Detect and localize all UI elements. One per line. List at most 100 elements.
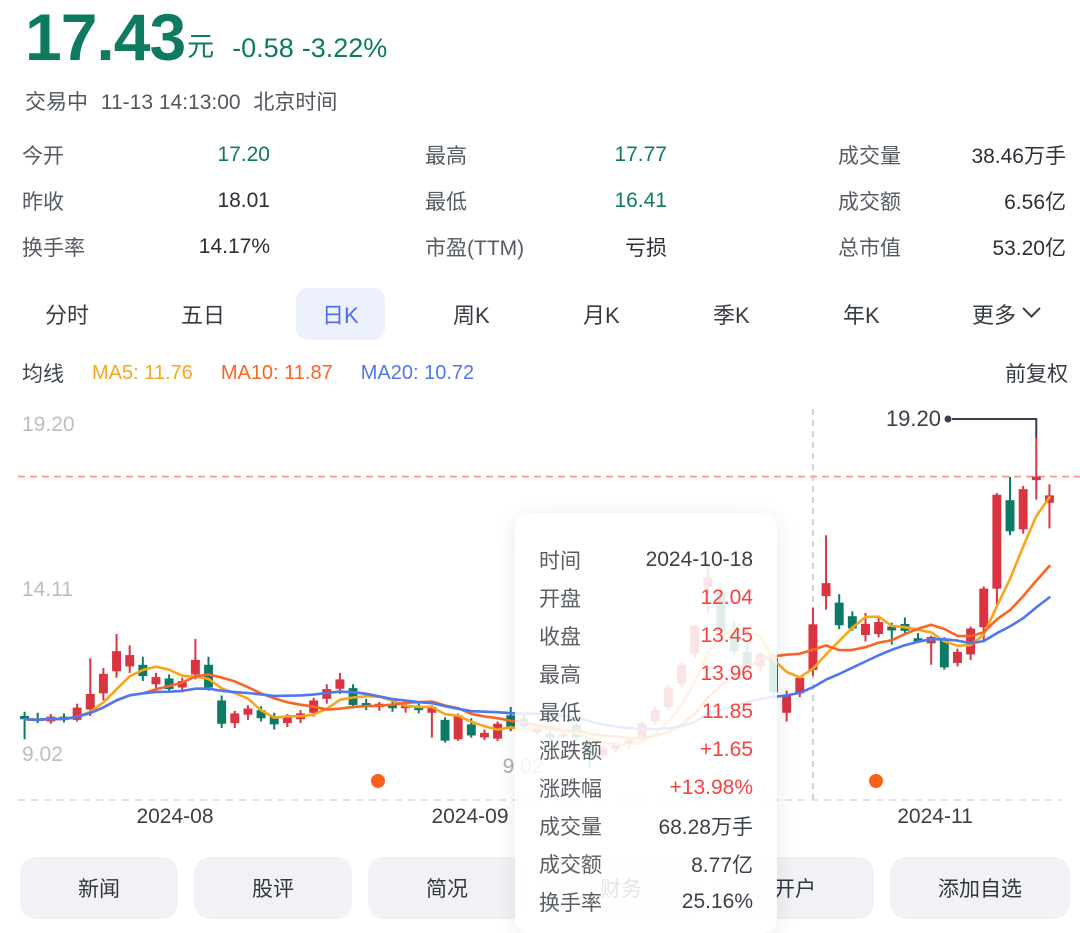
tab-更多[interactable]: 更多 (972, 288, 1041, 340)
tooltip-label: 换手率 (539, 892, 602, 915)
candle-body (230, 713, 240, 724)
bottom-tab-label: 添加自选 (938, 878, 1022, 901)
candle-body (335, 679, 345, 689)
stat-row: 最高 17.77 (425, 132, 667, 178)
stat-row: 成交额 6.56亿 (838, 178, 1066, 224)
x-axis-label: 2024-08 (136, 805, 213, 828)
candle-body (217, 700, 227, 724)
stat-value: 6.56亿 (1004, 191, 1066, 214)
candle-body (85, 693, 95, 710)
x-axis-label: 2024-11 (897, 805, 973, 828)
candle-body (821, 583, 831, 597)
tooltip-row: 换手率 25.16% (539, 883, 753, 921)
bottom-tab-label: 简况 (426, 878, 468, 901)
timezone-label: 北京时间 (253, 91, 338, 114)
tooltip-row: 成交额 8.77亿 (539, 845, 753, 883)
tab-五日[interactable]: 五日 (181, 288, 225, 340)
tooltip-value: +1.65 (699, 738, 753, 761)
bottom-tab-股评[interactable]: 股评 (194, 857, 352, 919)
stats-column: 成交量 38.46万手 成交额 6.56亿 总市值 53.20亿 (838, 132, 1066, 270)
market-status: 交易中 (25, 91, 88, 114)
ma-legend-row: 均线 MA5: 11.76 MA10: 11.87 MA20: 10.72 前复权 (0, 356, 1080, 390)
tab-label: 分时 (45, 303, 90, 328)
quote-datetime: 11-13 14:13:00 (100, 91, 241, 114)
candle-body (125, 655, 135, 667)
adjust-mode-button[interactable]: 前复权 (1005, 363, 1068, 386)
stat-row: 总市值 53.20亿 (838, 224, 1066, 270)
tooltip-row: 涨跌幅 +13.98% (539, 769, 753, 807)
candle-body (164, 678, 174, 690)
candle-body (479, 732, 489, 738)
tooltip-row: 收盘 13.45 (539, 617, 753, 655)
y-axis-label: 14.11 (22, 578, 73, 601)
high-price-label: 19.20 (886, 406, 941, 431)
candle-body (952, 651, 962, 663)
candle-body (874, 622, 884, 635)
price-change: -0.58 (232, 33, 294, 63)
candle-body (453, 715, 463, 740)
stat-label: 换手率 (22, 237, 85, 260)
event-dot (869, 774, 883, 788)
tooltip-label: 收盘 (539, 626, 581, 649)
candle-body (440, 719, 450, 741)
stat-value: 亏损 (625, 237, 667, 260)
candle-body (414, 706, 424, 711)
stat-value: 16.41 (614, 189, 667, 212)
candle-body (992, 494, 1002, 589)
tab-label: 月K (583, 303, 620, 328)
bottom-tab-新闻[interactable]: 新闻 (20, 857, 178, 919)
tab-年K[interactable]: 年K (843, 288, 880, 340)
candle-tooltip: 时间 2024-10-18 开盘 12.04 收盘 13.45 最高 13.96 最低 11.85… (515, 513, 777, 933)
stat-value: 38.46万手 (971, 145, 1066, 168)
stats-column: 最高 17.77 最低 16.41 市盈(TTM) 亏损 (425, 132, 667, 270)
candle-body (427, 706, 437, 713)
tooltip-value: 12.04 (700, 586, 753, 609)
tab-分时[interactable]: 分时 (45, 288, 89, 340)
candle-body (151, 677, 161, 685)
candle-body (282, 716, 292, 724)
bottom-tab-label: 新闻 (78, 878, 120, 901)
tab-label: 季K (713, 303, 750, 328)
stat-value: 14.17% (198, 235, 270, 258)
bottom-tab-简况[interactable]: 简况 (368, 857, 526, 919)
candle-body (834, 602, 844, 626)
candle-body (808, 624, 818, 670)
stat-row: 昨收 18.01 (22, 178, 270, 224)
candle-body (243, 708, 253, 715)
candle-body (98, 673, 108, 694)
tooltip-value: 13.45 (700, 624, 753, 647)
tooltip-row: 时间 2024-10-18 (539, 541, 753, 579)
candle-body (782, 694, 792, 713)
candle-body (269, 716, 279, 725)
bottom-tab-添加自选[interactable]: 添加自选 (890, 857, 1070, 919)
tab-季K[interactable]: 季K (713, 288, 750, 340)
candle-body (861, 623, 870, 635)
tooltip-value: 11.85 (702, 700, 753, 723)
tooltip-label: 成交量 (539, 816, 602, 839)
candle-body (388, 704, 397, 709)
ma-legend-item: MA20: 10.72 (360, 361, 475, 384)
market-status-line: 交易中 11-13 14:13:00 北京时间 (25, 86, 344, 116)
tab-月K[interactable]: 月K (583, 288, 620, 340)
tab-label: 更多 (972, 303, 1017, 328)
tooltip-label: 涨跌幅 (539, 778, 602, 801)
price-change-percent: -3.22% (301, 33, 388, 63)
tab-日K[interactable]: 日K (296, 288, 385, 340)
bottom-tab-label: 股评 (252, 878, 294, 901)
tab-周K[interactable]: 周K (453, 288, 490, 340)
candle-body (466, 724, 476, 736)
stat-label: 今开 (22, 145, 64, 168)
tooltip-label: 开盘 (539, 588, 581, 611)
tooltip-value: 2024-10-18 (645, 548, 753, 571)
tab-label: 年K (843, 303, 880, 328)
stat-row: 换手率 14.17% (22, 224, 270, 270)
tooltip-row: 最高 13.96 (539, 655, 753, 693)
tooltip-value: 25.16% (681, 890, 753, 913)
tooltip-value: 8.77亿 (691, 854, 753, 877)
tooltip-row: 涨跌额 +1.65 (539, 731, 753, 769)
price-unit: 元 (187, 32, 215, 62)
stat-value: 18.01 (217, 189, 270, 212)
tooltip-row: 开盘 12.04 (539, 579, 753, 617)
tooltip-value: +13.98% (669, 776, 754, 799)
tab-label: 周K (453, 303, 490, 328)
